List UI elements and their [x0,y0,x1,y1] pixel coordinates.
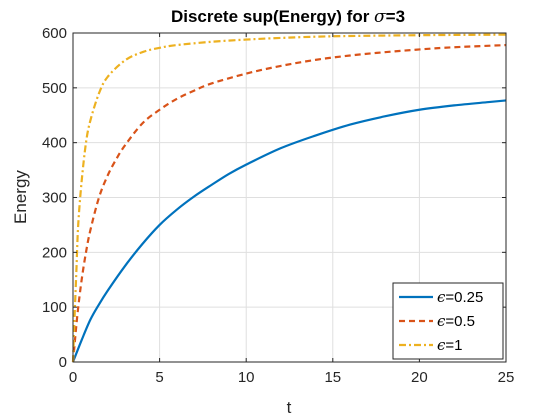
chart-title-prefix: Discrete sup(Energy) for [171,7,374,26]
legend: ϵ=0.25ϵ=0.5ϵ=1 [392,282,504,360]
y-tick-label: 500 [42,80,67,97]
ticks: 0 5 10 15 20 25 0 100 200 300 400 500 600 [42,25,514,386]
legend-label-1: ϵ=0.25 [437,288,483,306]
legend-epsilon-symbol: ϵ [437,312,446,330]
series-layer [71,33,507,363]
series-line-2 [71,43,507,363]
x-tick-label: 15 [324,369,341,386]
chart-title-suffix: =3 [386,7,405,26]
legend-label-2: ϵ=0.5 [437,312,475,330]
x-tick-label: 25 [498,369,515,386]
x-tick-label: 5 [155,369,163,386]
y-tick-label: 100 [42,299,67,316]
legend-label-3: ϵ=1 [437,336,463,354]
legend-epsilon-value: =1 [445,337,462,354]
legend-box [392,282,504,360]
chart-title: Discrete sup(Energy) for σ=3 [171,7,405,27]
legend-epsilon-value: =0.5 [445,313,475,330]
x-tick-label: 10 [238,369,255,386]
chart-title-sigma: σ [374,7,386,27]
y-tick-label: 600 [42,25,67,42]
y-tick-label: 0 [59,354,67,371]
y-tick-label: 400 [42,135,67,152]
y-axis-label: Energy [11,170,30,224]
series-line-1 [71,99,507,363]
legend-epsilon-symbol: ϵ [437,336,446,354]
legend-epsilon-value: =0.25 [445,289,483,306]
legend-epsilon-symbol: ϵ [437,288,446,306]
x-axis-label: t [287,398,292,417]
y-tick-label: 200 [42,244,67,261]
series-line-3 [71,33,507,363]
x-tick-label: 20 [411,369,428,386]
x-tick-label: 0 [69,369,77,386]
y-tick-label: 300 [42,190,67,207]
